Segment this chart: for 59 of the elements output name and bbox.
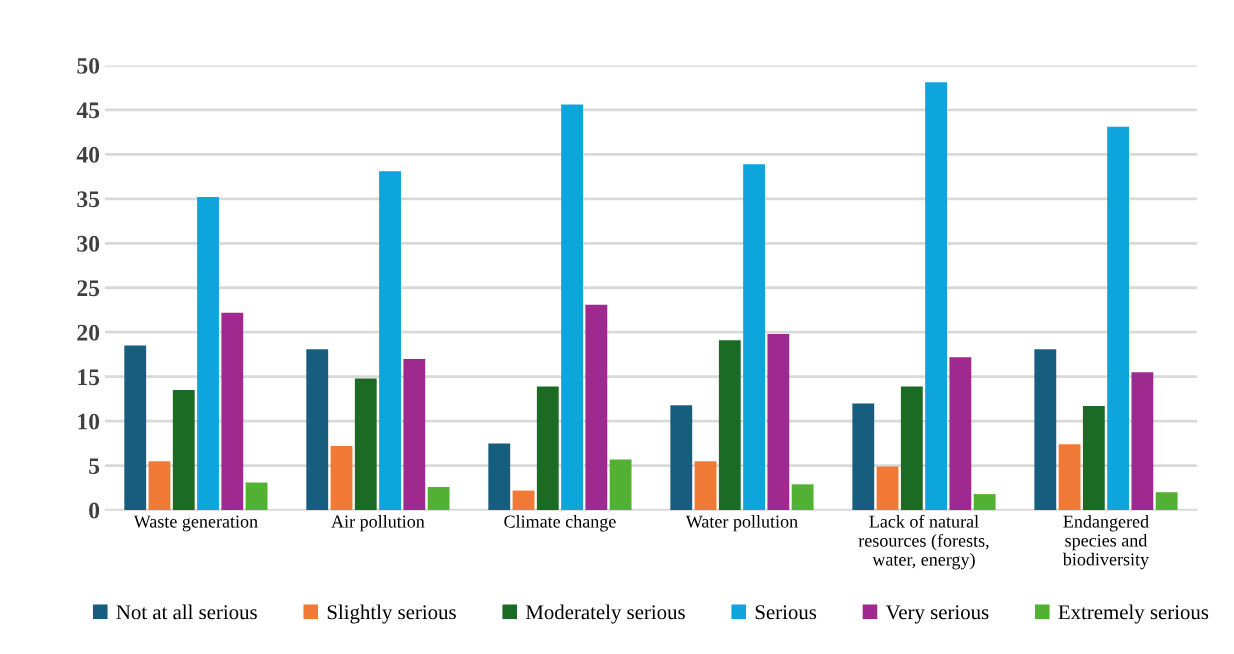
y-tick-label: 50 <box>77 57 100 74</box>
legend-label: Very serious <box>885 605 989 624</box>
y-tick-label: 10 <box>78 413 100 430</box>
bar <box>718 340 741 511</box>
y-tick-label: 0 <box>89 502 100 519</box>
bar <box>245 482 268 511</box>
bar <box>1131 372 1154 511</box>
bar <box>670 405 693 511</box>
y-tick-label: 40 <box>76 146 100 163</box>
bar <box>743 164 765 511</box>
bar <box>536 386 559 511</box>
x-tick-label: Climate change <box>504 514 616 532</box>
bar <box>197 197 219 511</box>
bar <box>949 357 972 511</box>
y-tick-label: 30 <box>77 235 100 252</box>
bar <box>172 390 195 511</box>
bar <box>900 386 923 511</box>
y-tick-label: 5 <box>89 458 100 475</box>
legend-label: Not at all serious <box>116 604 257 620</box>
bar <box>330 446 353 511</box>
bar <box>1058 444 1081 511</box>
bar <box>561 104 583 511</box>
bar <box>427 486 450 511</box>
bar <box>694 461 717 511</box>
bar <box>148 461 171 511</box>
bar <box>791 484 814 511</box>
bar <box>585 304 608 511</box>
bar <box>379 171 401 511</box>
x-tick-label: Water pollution <box>685 514 798 532</box>
y-tick-label: 25 <box>77 280 100 297</box>
bar <box>354 378 377 511</box>
bar <box>124 345 147 511</box>
x-tick-label: Lack of natural resources (forests, water, energy) <box>858 514 989 570</box>
bar <box>1107 126 1130 511</box>
bar <box>876 466 899 511</box>
bar <box>306 349 329 511</box>
x-tick-label: Endangered species and biodiversity <box>1062 514 1150 570</box>
y-tick-label: 15 <box>78 369 100 386</box>
y-tick-label: 35 <box>77 191 100 208</box>
bar <box>512 490 535 511</box>
bar <box>609 459 632 511</box>
y-tick-label: 45 <box>76 102 100 119</box>
legend-label: Slightly serious <box>327 604 456 624</box>
bar <box>1034 349 1057 511</box>
bar <box>973 494 996 511</box>
bar <box>221 312 244 511</box>
bar <box>1082 406 1105 511</box>
bar <box>767 334 790 511</box>
legend-label: Extremely serious <box>1058 604 1209 624</box>
bar <box>852 403 875 511</box>
y-tick-label: 20 <box>77 324 100 341</box>
x-tick-label: Waste generation <box>133 515 258 532</box>
legend-label: Serious <box>755 605 817 620</box>
x-tick-label: Air pollution <box>331 514 425 532</box>
bar <box>403 358 426 511</box>
legend-label: Moderately serious <box>525 604 685 624</box>
bar <box>1155 492 1178 511</box>
bar <box>488 443 511 511</box>
bar <box>925 82 948 511</box>
